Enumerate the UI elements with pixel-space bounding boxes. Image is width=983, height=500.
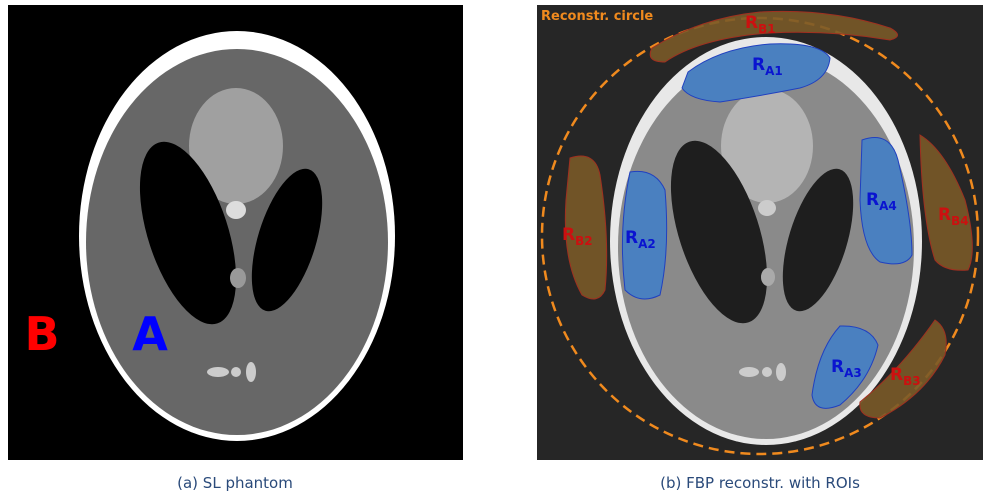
dot: [758, 200, 776, 216]
reconstruction-panel: Reconstr. circle RB1 RA1 RB2 RA2 RA4 RB4…: [537, 5, 983, 460]
roi-letter: R: [562, 225, 575, 245]
phantom-panel: B A: [8, 5, 463, 460]
roi-letter: R: [831, 357, 844, 377]
region-label: A: [132, 307, 168, 361]
roi-letter: R: [866, 190, 879, 210]
dot: [776, 363, 786, 381]
circle-label: Reconstr. circle: [541, 9, 653, 24]
roi-letter: R: [890, 365, 903, 385]
figure: B A (a) SL phantom Reconstr. circle RB1 …: [0, 0, 983, 500]
roi-letter: R: [745, 13, 758, 33]
roi-sub: A2: [638, 237, 656, 251]
page: B A (a) SL phantom Reconstr. circle RB1 …: [0, 0, 983, 500]
caption: (a) SL phantom: [177, 474, 293, 492]
roi-sub: A1: [765, 64, 783, 78]
dot: [230, 268, 246, 288]
roi-sub: B1: [758, 22, 776, 36]
dot: [226, 201, 246, 219]
roi-sub: B2: [575, 234, 593, 248]
dot: [231, 367, 241, 377]
dot: [762, 367, 772, 377]
roi-letter: R: [625, 228, 638, 248]
roi-letter: R: [938, 205, 951, 225]
caption: (b) FBP reconstr. with ROIs: [660, 474, 860, 492]
roi-sub: A4: [879, 199, 897, 213]
dot: [761, 268, 775, 286]
roi-sub: A3: [844, 366, 862, 380]
roi-sub: B4: [951, 214, 969, 228]
dot: [246, 362, 256, 382]
region-label: B: [24, 307, 59, 361]
dot: [207, 367, 229, 377]
roi-sub: B3: [903, 374, 921, 388]
roi-letter: R: [752, 55, 765, 75]
dot: [739, 367, 759, 377]
